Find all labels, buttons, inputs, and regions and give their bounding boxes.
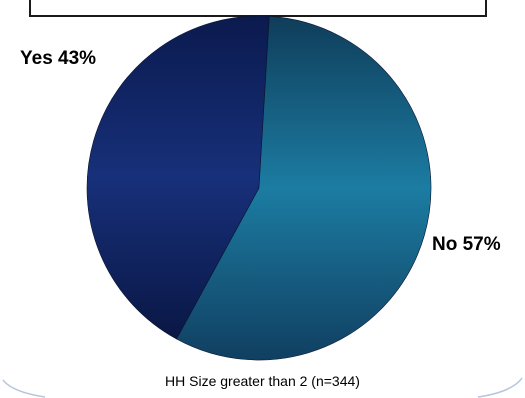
slice-label-no-name: No (432, 234, 458, 255)
slice-label-yes-name: Yes (20, 48, 53, 69)
slice-label-no: No 57% (432, 234, 501, 256)
slice-label-yes-value: 43% (58, 48, 97, 69)
slice-label-no-value: 57% (462, 234, 501, 255)
frame-right-curve (477, 377, 523, 398)
chart-caption: HH Size greater than 2 (n=344) (165, 373, 360, 389)
frame-left-curve (2, 379, 46, 398)
slice-label-yes: Yes 43% (20, 48, 96, 70)
pie-slice-yes (86, 15, 270, 340)
pie-slice-no (176, 15, 432, 361)
